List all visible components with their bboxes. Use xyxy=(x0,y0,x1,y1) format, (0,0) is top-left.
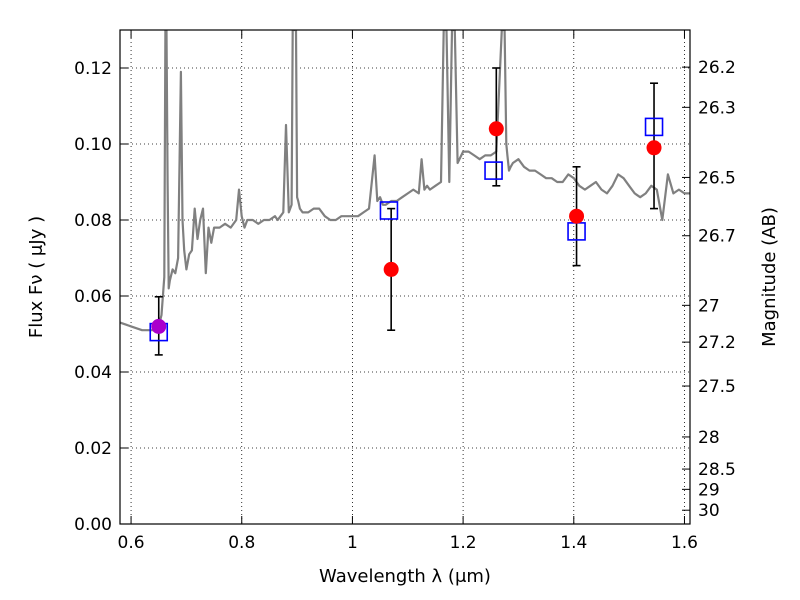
observed-flux-marker xyxy=(151,318,167,334)
magnitude-tick-label: 27.2 xyxy=(698,333,736,353)
magnitude-tick-label: 27.5 xyxy=(698,377,736,397)
grid-lines xyxy=(120,30,690,525)
x-axis-title: Wavelength λ (μm) xyxy=(319,566,491,587)
y-tick-label: 0.08 xyxy=(74,211,112,231)
magnitude-tick-label: 30 xyxy=(698,501,720,521)
observed-flux-marker xyxy=(569,208,585,224)
y-tick-label: 0.00 xyxy=(74,515,112,535)
plot-frame xyxy=(119,29,691,525)
x-tick-label: 1.2 xyxy=(450,533,477,553)
observed-flux-marker xyxy=(383,261,399,277)
markers-layer xyxy=(149,117,664,342)
magnitude-tick-label: 26.2 xyxy=(698,58,736,78)
model-square-marker xyxy=(484,161,503,180)
magnitude-tick-label: 26.3 xyxy=(698,98,736,118)
magnitude-tick-label: 28.5 xyxy=(698,460,736,480)
magnitude-axis-title: Magnitude (AB) xyxy=(759,207,780,347)
magnitude-tick-label: 26.5 xyxy=(698,168,736,188)
x-tick-label: 1.6 xyxy=(671,533,698,553)
y-tick-label: 0.04 xyxy=(74,363,112,383)
model-square-marker xyxy=(644,117,664,137)
y-tick-label: 0.10 xyxy=(74,135,112,155)
observed-flux-marker xyxy=(646,140,662,156)
magnitude-tick-label: 27 xyxy=(698,296,720,316)
magnitude-tick-label: 29 xyxy=(698,480,720,500)
spectrum-layer xyxy=(120,30,690,332)
y-tick-label: 0.12 xyxy=(74,59,112,79)
y-tick-label: 0.06 xyxy=(74,287,112,307)
magnitude-tick-label: 28 xyxy=(698,428,720,448)
x-tick-label: 0.6 xyxy=(118,533,145,553)
error-bars-layer xyxy=(154,67,659,356)
model-square-marker xyxy=(379,201,399,220)
axis-ticks: 0.6 0.8 1 1.2 1.4 1.6 0.00 0.02 0.04 0.06 0.08 0.10… xyxy=(74,30,736,553)
observed-flux-marker xyxy=(488,121,504,137)
spectrum-line xyxy=(120,30,690,332)
magnitude-tick-label: 26.7 xyxy=(698,227,736,247)
x-tick-label: 0.8 xyxy=(228,533,255,553)
y-axis-title: Flux Fν ( μJy ) xyxy=(26,216,47,338)
x-tick-label: 1.4 xyxy=(560,533,587,553)
y-tick-label: 0.02 xyxy=(74,439,112,459)
x-tick-label: 1 xyxy=(347,533,358,553)
